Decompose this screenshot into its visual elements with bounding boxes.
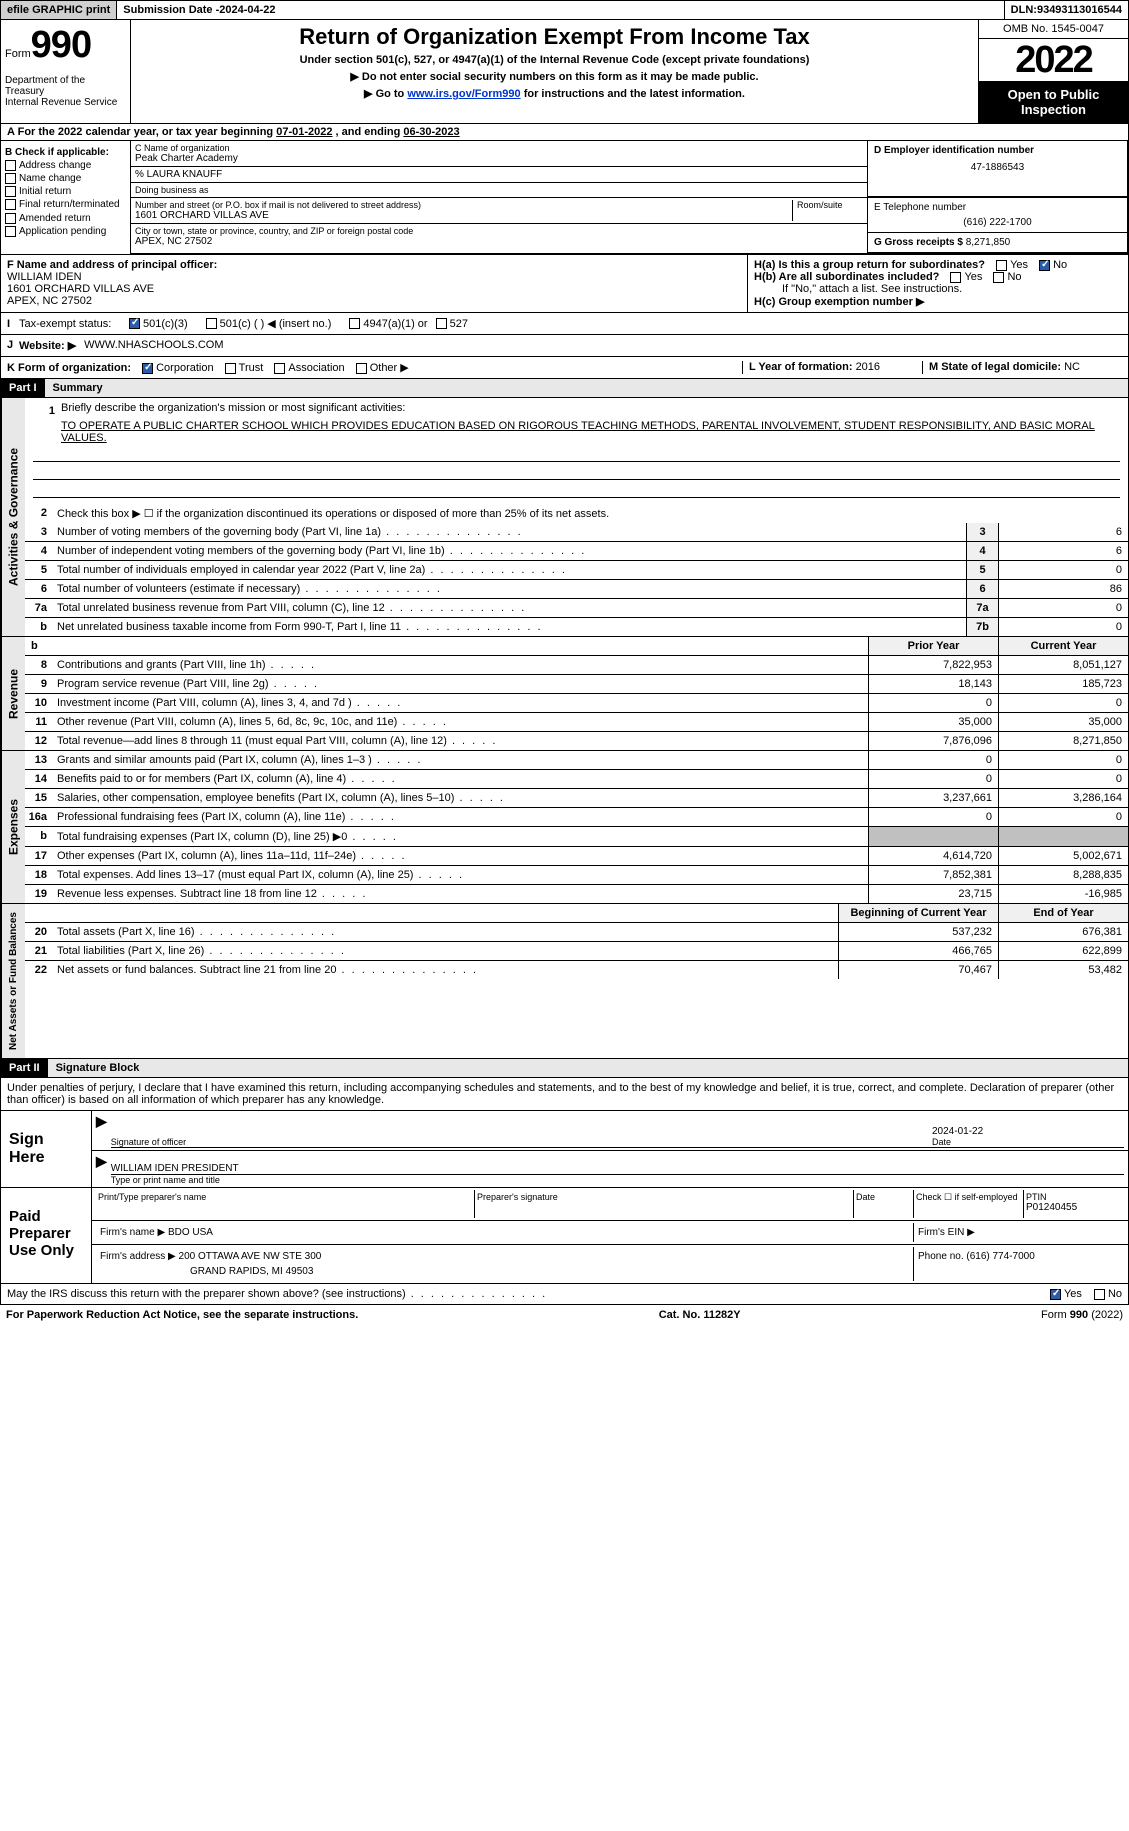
website: WWW.NHASCHOOLS.COM — [84, 339, 223, 352]
form-title: Return of Organization Exempt From Incom… — [135, 24, 974, 50]
row-k-org-form: K Form of organization: Corporation Trus… — [0, 357, 1129, 379]
boy-hdr: Beginning of Current Year — [838, 904, 998, 922]
ein: 47-1886543 — [874, 162, 1121, 173]
firm-address: 200 OTTAWA AVE NW STE 300 — [179, 1251, 322, 1262]
city-state-zip: APEX, NC 27502 — [135, 236, 863, 247]
vtab-expenses: Expenses — [1, 751, 25, 903]
chk-amended-return[interactable] — [5, 213, 16, 224]
state-domicile: NC — [1064, 361, 1080, 373]
row-i-tax-status: I Tax-exempt status: 501(c)(3) 501(c) ( … — [0, 313, 1129, 335]
form-number: 990 — [31, 24, 91, 66]
ha-yes[interactable] — [996, 260, 1007, 271]
discuss-yes[interactable] — [1050, 1289, 1061, 1300]
dept-treasury: Department of the Treasury Internal Reve… — [5, 75, 126, 108]
instruction-2: ▶ Go to www.irs.gov/Form990 for instruct… — [135, 87, 974, 100]
perjury-declaration: Under penalties of perjury, I declare th… — [0, 1078, 1129, 1111]
part2-title: Signature Block — [48, 1059, 148, 1077]
care-of: % LAURA KNAUFF — [131, 167, 867, 183]
hb-yes[interactable] — [950, 272, 961, 283]
discuss-no[interactable] — [1094, 1289, 1105, 1300]
vtab-net-assets: Net Assets or Fund Balances — [1, 904, 25, 1058]
chk-4947[interactable] — [349, 318, 360, 329]
phone: (616) 222-1700 — [874, 217, 1121, 228]
instruction-1: ▶ Do not enter social security numbers o… — [135, 70, 974, 83]
officer-name: WILLIAM IDEN — [7, 271, 741, 283]
ptin: P01240455 — [1026, 1202, 1122, 1213]
chk-application-pending[interactable] — [5, 226, 16, 237]
chk-address-change[interactable] — [5, 160, 16, 171]
sign-here-box: Sign Here ▶ Signature of officer 2024-01… — [0, 1111, 1129, 1188]
tax-year: 2022 — [979, 39, 1128, 81]
omb-number: OMB No. 1545-0047 — [979, 20, 1128, 39]
line-a-tax-year: A For the 2022 calendar year, or tax yea… — [0, 124, 1129, 141]
chk-name-change[interactable] — [5, 173, 16, 184]
efile-print-button[interactable]: efile GRAPHIC print — [1, 1, 117, 19]
section-f-h: F Name and address of principal officer:… — [0, 255, 1129, 313]
street-address: 1601 ORCHARD VILLAS AVE — [135, 210, 788, 221]
vtab-revenue: Revenue — [1, 637, 25, 750]
prior-year-hdr: Prior Year — [868, 637, 998, 655]
form-header: Form990 Department of the Treasury Inter… — [0, 20, 1129, 124]
org-name: Peak Charter Academy — [135, 153, 863, 164]
chk-other[interactable] — [356, 363, 367, 374]
submission-date: Submission Date - 2024-04-22 — [117, 1, 1004, 19]
ha-no[interactable] — [1039, 260, 1050, 271]
mission-text: TO OPERATE A PUBLIC CHARTER SCHOOL WHICH… — [33, 420, 1120, 444]
firm-name: BDO USA — [168, 1227, 213, 1238]
hb-no[interactable] — [993, 272, 1004, 283]
dln: DLN: 93493113016544 — [1005, 1, 1128, 19]
irs-link[interactable]: www.irs.gov/Form990 — [407, 88, 520, 100]
paid-preparer-box: Paid Preparer Use Only Print/Type prepar… — [0, 1188, 1129, 1284]
section-c-org-info: C Name of organization Peak Charter Acad… — [130, 141, 1129, 255]
part1-title: Summary — [45, 379, 111, 397]
chk-501c[interactable] — [206, 318, 217, 329]
chk-trust[interactable] — [225, 363, 236, 374]
chk-association[interactable] — [274, 363, 285, 374]
part2-header: Part II — [1, 1059, 48, 1077]
section-b-checkboxes: B Check if applicable: Address change Na… — [0, 141, 130, 255]
eoy-hdr: End of Year — [998, 904, 1128, 922]
top-bar: efile GRAPHIC print Submission Date - 20… — [0, 0, 1129, 20]
gross-receipts: 8,271,850 — [966, 237, 1011, 248]
sign-date: 2024-01-22 — [932, 1126, 1124, 1137]
chk-501c3[interactable] — [129, 318, 140, 329]
chk-initial-return[interactable] — [5, 186, 16, 197]
form-label: Form — [5, 48, 31, 60]
current-year-hdr: Current Year — [998, 637, 1128, 655]
row-j-website: J Website: ▶ WWW.NHASCHOOLS.COM — [0, 335, 1129, 357]
vtab-governance: Activities & Governance — [1, 398, 25, 636]
page-footer: For Paperwork Reduction Act Notice, see … — [0, 1305, 1129, 1325]
chk-final-return[interactable] — [5, 199, 16, 210]
open-inspection: Open to Public Inspection — [979, 81, 1128, 123]
chk-corporation[interactable] — [142, 363, 153, 374]
officer-printed-name: WILLIAM IDEN PRESIDENT — [111, 1163, 1124, 1174]
part1-header: Part I — [1, 379, 45, 397]
form-subtitle: Under section 501(c), 527, or 4947(a)(1)… — [135, 54, 974, 66]
discuss-question: May the IRS discuss this return with the… — [7, 1288, 1050, 1300]
chk-527[interactable] — [436, 318, 447, 329]
year-formation: 2016 — [856, 361, 880, 373]
firm-phone: (616) 774-7000 — [966, 1251, 1034, 1262]
